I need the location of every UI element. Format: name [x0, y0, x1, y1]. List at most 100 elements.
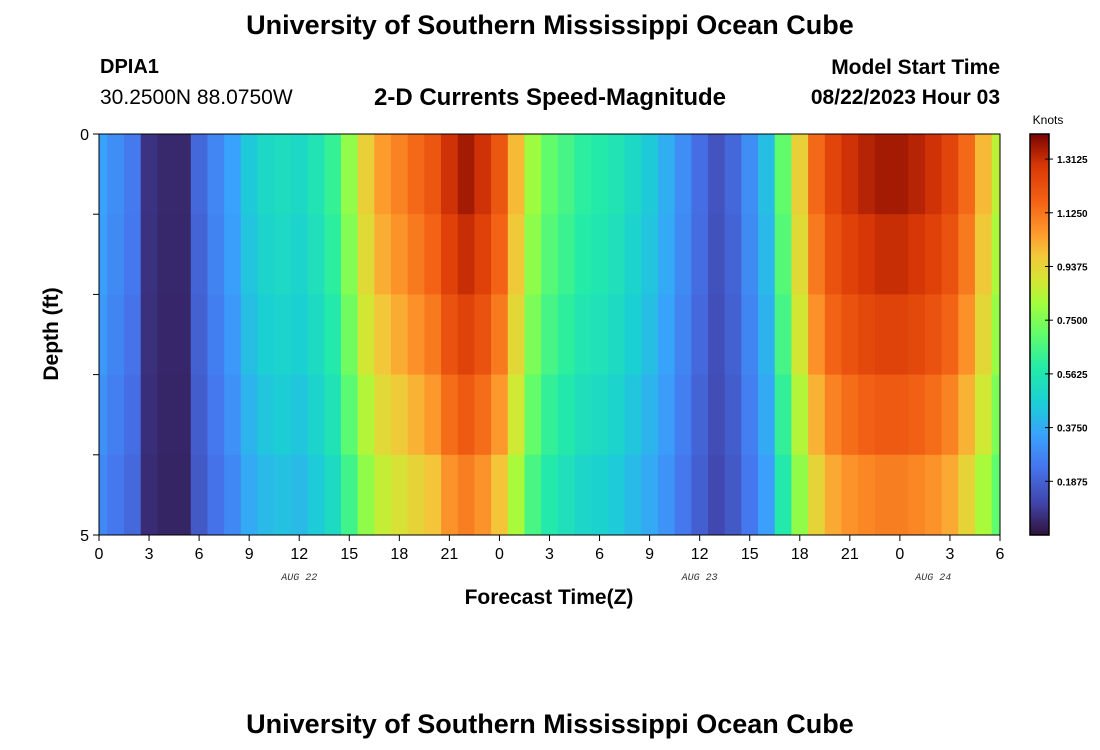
heatmap-cell: [240, 374, 259, 456]
heatmap-cell: [774, 214, 792, 295]
heatmap-cell: [390, 454, 409, 536]
heatmap-cell: [390, 134, 409, 215]
heatmap-cell: [507, 374, 525, 456]
heatmap-cell: [524, 214, 542, 295]
station-id: DPIA1: [100, 56, 159, 78]
heatmap-cell: [207, 214, 225, 295]
heatmap-cell: [724, 214, 742, 295]
heatmap-cell: [624, 294, 642, 376]
heatmap-cell: [374, 134, 392, 215]
heatmap-cell: [808, 294, 826, 376]
heatmap-cell: [607, 214, 626, 295]
heatmap-cell: [174, 454, 192, 536]
chart-subtitle: 2-D Currents Speed-Magnitude: [373, 84, 727, 111]
heatmap-cell: [441, 454, 459, 536]
heatmap-cell: [791, 294, 809, 376]
heatmap-cell: [908, 134, 926, 215]
heatmap-cell: [99, 374, 108, 456]
heatmap-cell: [407, 214, 425, 295]
heatmap-cell: [958, 134, 976, 215]
heatmap-cell: [657, 374, 676, 456]
heatmap-cell: [924, 134, 943, 215]
heatmap-cell: [491, 134, 509, 215]
heatmap-cell: [824, 214, 842, 295]
heatmap-cell: [774, 294, 792, 376]
heatmap-cell: [274, 374, 292, 456]
heatmap-cell: [124, 294, 142, 376]
heatmap-cell: [908, 454, 926, 536]
heatmap-cell: [607, 454, 626, 536]
y-tick-label: 0: [80, 127, 89, 144]
heatmap-cell: [507, 214, 525, 295]
colorbar-tick-label: 1.3125: [1057, 155, 1088, 166]
x-tick-label: 15: [340, 546, 358, 563]
heatmap-cell: [441, 214, 459, 295]
heatmap-cell: [307, 294, 325, 376]
heatmap-cell: [574, 294, 592, 376]
colorbar-tick-label: 0.3750: [1057, 424, 1088, 435]
heatmap-cell: [240, 134, 259, 215]
heatmap-cell: [941, 214, 959, 295]
heatmap-cell: [941, 454, 959, 536]
heatmap-cell: [157, 294, 175, 376]
model-start-label: Model Start Time: [831, 56, 1000, 79]
heatmap-cell: [290, 214, 309, 295]
heatmap-cell: [541, 294, 559, 376]
heatmap-cell: [424, 374, 442, 456]
heatmap-cell: [99, 454, 108, 536]
heatmap-cell: [874, 294, 893, 376]
heatmap-cell: [357, 134, 375, 215]
heatmap-cell: [574, 454, 592, 536]
heatmap-cell: [541, 134, 559, 215]
heatmap-cell: [891, 134, 909, 215]
heatmap-cell: [124, 454, 142, 536]
heatmap-cell: [691, 374, 709, 456]
heatmap-cell: [524, 454, 542, 536]
heatmap-cell: [974, 454, 993, 536]
heatmap-cell: [874, 454, 893, 536]
heatmap-cell: [591, 134, 609, 215]
heatmap-cell: [808, 374, 826, 456]
heatmap-cell: [908, 374, 926, 456]
heatmap-cell: [641, 294, 659, 376]
heatmap-cell: [140, 454, 158, 536]
heatmap-cell: [390, 214, 409, 295]
heatmap-cell: [257, 294, 275, 376]
heatmap-cell: [674, 134, 692, 215]
heatmap-cell: [224, 214, 242, 295]
heatmap-cell: [991, 134, 1001, 215]
heatmap-cell: [974, 294, 993, 376]
station-coordinates: 30.2500N 88.0750W: [100, 86, 293, 109]
heatmap-cell: [190, 454, 208, 536]
heatmap-cell: [307, 454, 325, 536]
heatmap-cell: [340, 214, 359, 295]
x-tick-label: 21: [841, 546, 859, 563]
heatmap-cell: [357, 374, 375, 456]
heatmap-cell: [274, 454, 292, 536]
heatmap-cell: [124, 214, 142, 295]
heatmap-cell: [791, 454, 809, 536]
heatmap-cell: [958, 294, 976, 376]
heatmap-cell: [607, 294, 626, 376]
heatmap-cell: [841, 374, 859, 456]
heatmap-cell: [541, 374, 559, 456]
heatmap-cell: [858, 374, 876, 456]
x-tick-label: 3: [145, 546, 154, 563]
heatmap-cell: [524, 374, 542, 456]
heatmap-cell: [657, 214, 676, 295]
colorbar-tick-label: 0.7500: [1057, 316, 1088, 327]
x-tick-label: 3: [945, 546, 954, 563]
heatmap-cell: [99, 214, 108, 295]
heatmap-cell: [240, 294, 259, 376]
heatmap-cell: [808, 454, 826, 536]
heatmap-cell: [107, 214, 125, 295]
heatmap-cell: [374, 454, 392, 536]
heatmap-cell: [324, 374, 342, 456]
heatmap-cell: [874, 214, 893, 295]
heatmap-cell: [107, 134, 125, 215]
heatmap-cell: [557, 134, 576, 215]
heatmap-cell: [708, 454, 726, 536]
heatmap-cell: [574, 374, 592, 456]
heatmap-cell: [457, 214, 475, 295]
heatmap-cell: [357, 454, 375, 536]
